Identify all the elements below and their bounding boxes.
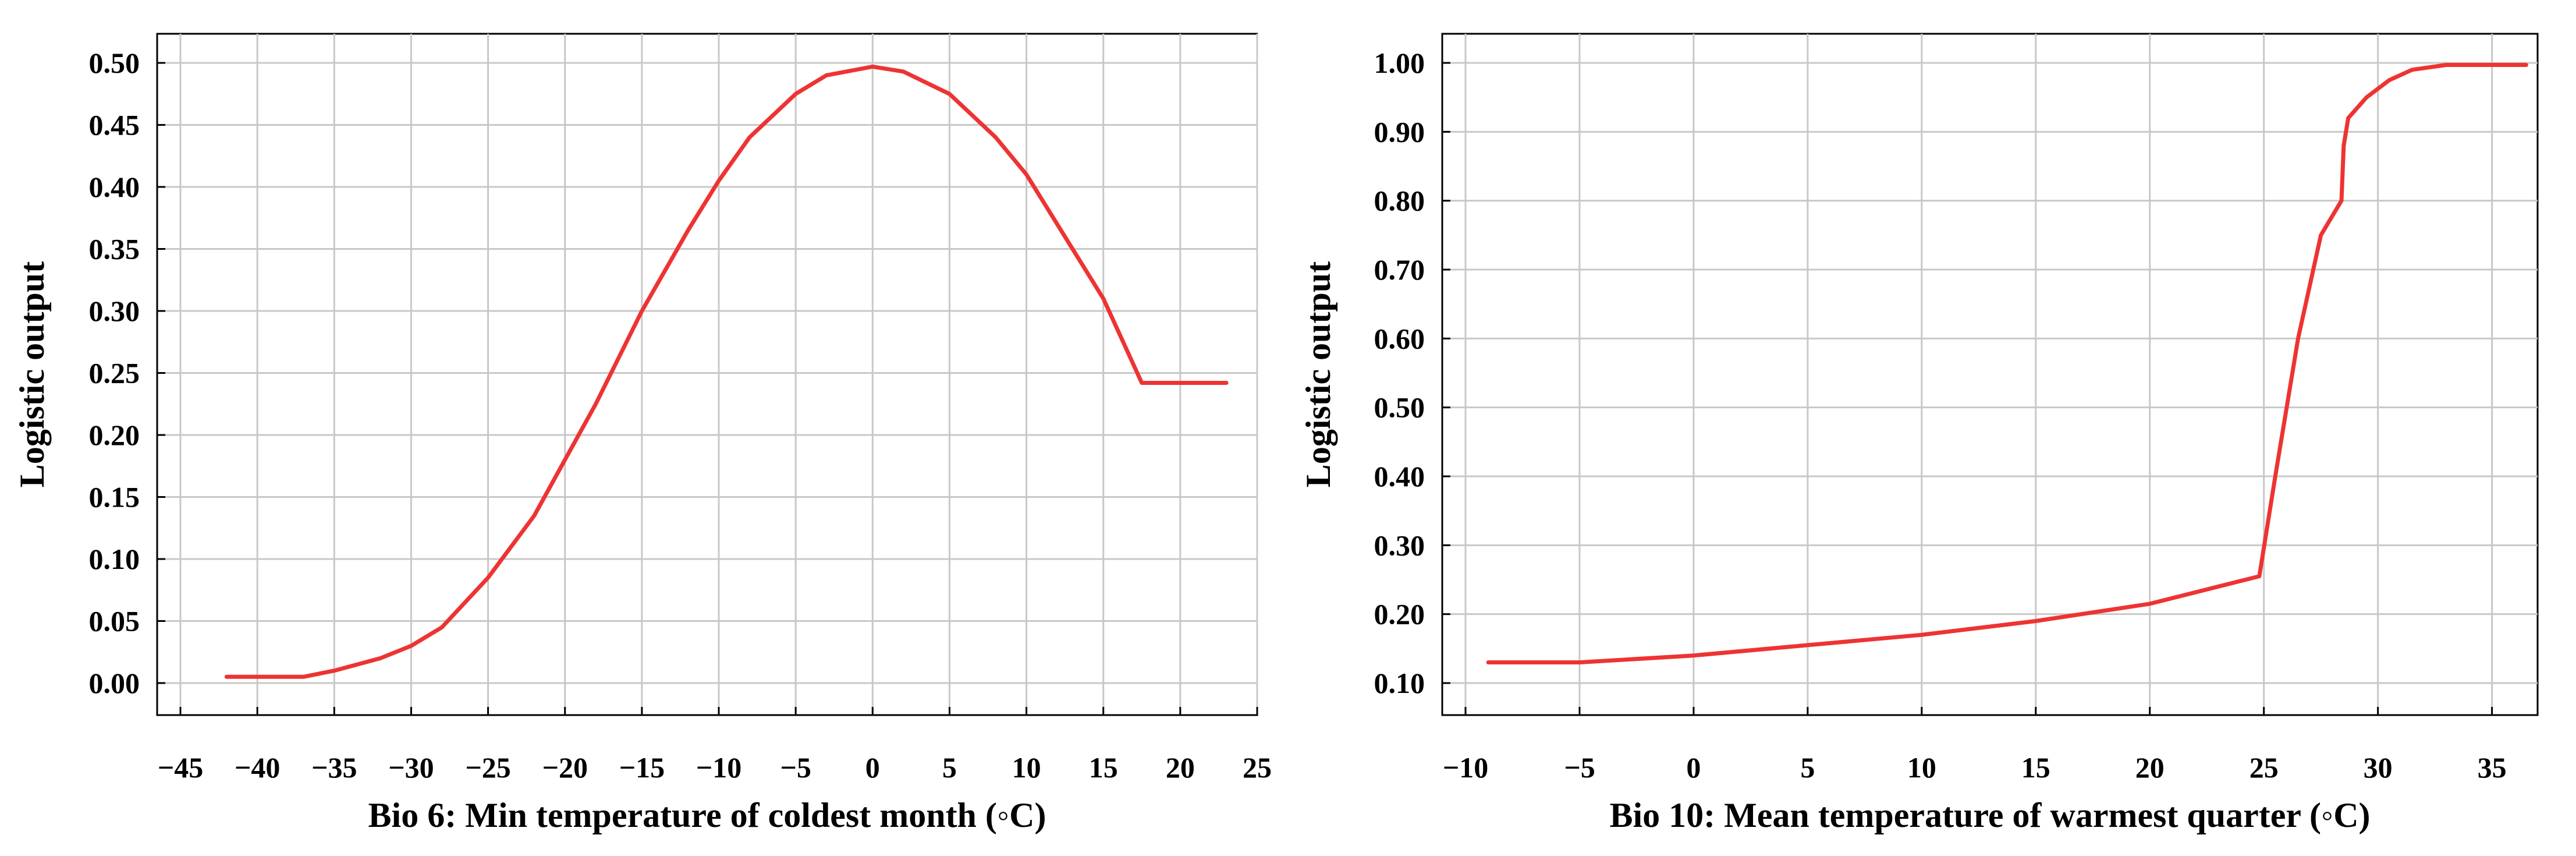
y-axis-title: Logistic output	[1299, 261, 1337, 487]
x-tick-label: −10	[696, 751, 742, 784]
y-tick-label: 0.30	[89, 295, 140, 327]
x-tick-label: −30	[388, 751, 434, 784]
y-tick-label: 0.00	[89, 667, 140, 699]
y-tick-label: 1.00	[1374, 47, 1425, 79]
y-axis-title: Logistic output	[13, 261, 51, 487]
x-tick-label: −45	[158, 751, 204, 784]
chart-panel-bio10: −10 −5 0 5 10 15 20 25 30 35 0.10 0.20 0.30 0.40 0.50 0…	[1299, 33, 2539, 834]
x-tick-label: 0	[1686, 751, 1701, 784]
y-tick-label: 0.60	[1374, 322, 1425, 355]
y-tick-label: 0.20	[89, 419, 140, 451]
y-tick-label: 0.25	[89, 357, 140, 390]
y-tick-label: 0.10	[1374, 667, 1425, 699]
x-tick-label: −10	[1443, 751, 1489, 784]
y-tick-label: 0.90	[1374, 115, 1425, 148]
x-tick-label: −15	[619, 751, 665, 784]
y-tick-label: 0.50	[1374, 391, 1425, 424]
x-tick-label: −35	[311, 751, 357, 784]
x-tick-label: 15	[2021, 751, 2050, 784]
y-tick-label: 0.10	[89, 543, 140, 575]
x-tick-label: 30	[2364, 751, 2393, 784]
y-tick-label: 0.35	[89, 233, 140, 266]
x-axis-title: Bio 6: Min temperature of coldest month …	[368, 796, 1046, 834]
x-tick-label: 10	[1907, 751, 1936, 784]
x-tick-label: −25	[465, 751, 511, 784]
x-tick-label: 5	[1800, 751, 1815, 784]
y-tick-label: 0.20	[1374, 598, 1425, 631]
series-line	[1486, 63, 2528, 664]
x-tick-label: −5	[1564, 751, 1595, 784]
x-tick-label: −5	[780, 751, 811, 784]
x-tick-label: 15	[1089, 751, 1118, 784]
x-tick-label: 20	[1166, 751, 1195, 784]
y-tick-label: 0.70	[1374, 253, 1425, 286]
y-tick-label: 0.40	[89, 171, 140, 203]
y-tick-label: 0.15	[89, 481, 140, 514]
y-tick-label: 0.50	[89, 47, 140, 79]
x-tick-label: 25	[1243, 751, 1272, 784]
x-tick-label: 35	[2478, 751, 2507, 784]
x-tick-label: −40	[235, 751, 281, 784]
y-tick-label: 0.45	[89, 109, 140, 142]
y-tick-label: 0.05	[89, 605, 140, 638]
plot-frame	[156, 33, 1258, 716]
x-tick-label: 5	[942, 751, 957, 784]
x-tick-label: 10	[1012, 751, 1041, 784]
x-tick-label: 20	[2135, 751, 2165, 784]
chart-panel-bio6: −45 −40 −35 −30 −25 −20 −15 −10 −5 0 5 10 15 20 25 0.00…	[13, 33, 1272, 834]
x-tick-label: −20	[542, 751, 588, 784]
series-line	[224, 64, 1229, 679]
y-tick-label: 0.30	[1374, 529, 1425, 561]
y-tick-label: 0.40	[1374, 460, 1425, 493]
x-axis-title: Bio 10: Mean temperature of warmest quar…	[1609, 796, 2370, 834]
x-tick-label: 25	[2249, 751, 2279, 784]
y-tick-label: 0.80	[1374, 185, 1425, 217]
x-tick-label: 0	[865, 751, 880, 784]
plot-frame	[1441, 33, 2539, 716]
